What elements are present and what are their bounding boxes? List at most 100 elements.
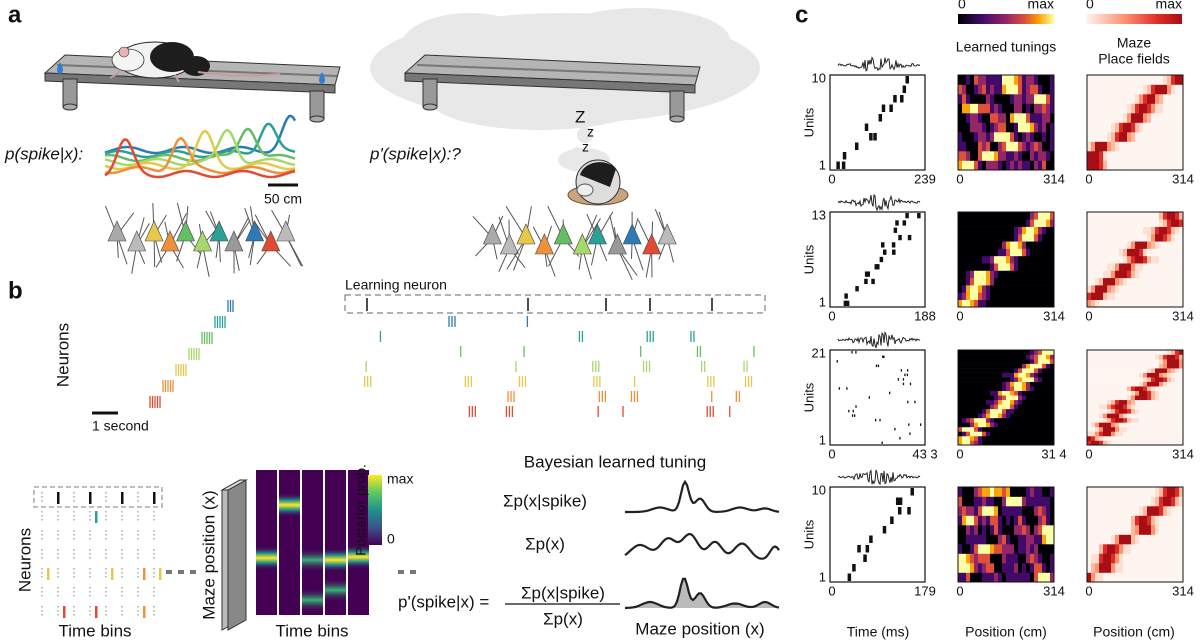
place-cell [1139,103,1144,114]
place-cell [1167,381,1172,387]
place-cell [1111,563,1116,573]
spike [902,378,905,381]
tuning-cell [1018,354,1023,360]
tuning-cell [974,386,979,392]
tuning-cell [990,233,995,242]
tuning-cell [1002,386,1007,392]
tuning-cell [986,75,991,85]
place-cell [1179,226,1184,235]
tuning-cell [1010,255,1015,264]
place-cell [1095,377,1100,382]
tuning-cell [1014,544,1019,554]
place-cell [1171,399,1176,405]
place-cell [1131,94,1136,104]
spike [845,300,850,306]
place-cell [1103,354,1108,360]
place-cell [1151,386,1156,392]
place-cell [1163,113,1168,123]
place-cell [1147,563,1152,573]
tuning-cell [966,563,971,573]
tuning-cell [1026,151,1031,161]
tuning-cell [970,292,975,300]
place-cell [1179,151,1184,161]
tuning-cell [986,372,991,378]
place-cell [1139,122,1144,133]
tuning-cell [1042,404,1047,410]
tuning-cell [998,292,1003,300]
place-cell [1099,270,1104,279]
place-cell [1143,113,1148,123]
place-cell [1175,553,1180,564]
spike [882,526,887,534]
tuning-cell [966,553,971,564]
colorbar [368,475,382,545]
tuning-cell [998,363,1003,369]
place-cell [1095,354,1100,360]
spike [868,396,870,399]
place-cell [1159,292,1164,300]
place-cell [1135,212,1140,220]
y-tick-label: 1 [819,294,826,309]
tuning-cell [990,426,995,432]
tuning-cell [1022,572,1027,583]
tuning-cell [1022,377,1027,382]
place-cell [1111,440,1116,446]
place-cell [1143,563,1148,573]
tuning-cell [990,292,995,300]
place-cell [1171,94,1176,104]
tuning-cell [1038,422,1043,428]
spike [852,564,856,572]
tuning-cell [1018,233,1023,242]
tuning-cell [1002,435,1007,441]
place-cell [1115,572,1120,583]
tuning-cell [1014,354,1019,360]
place-cell [1111,390,1116,396]
place-cell [1143,413,1148,419]
tuning-cell [966,263,971,271]
tuning-cell [1050,94,1055,104]
tuning-cell [1006,299,1011,308]
place-cell [1179,422,1184,428]
tuning-cell [962,572,967,583]
place-cell [1131,440,1136,446]
tuning-cell [958,212,963,220]
place-cell [1179,299,1184,308]
tuning-cell [1050,363,1055,369]
place-cell [1135,553,1140,564]
tuning-cell [962,285,967,293]
tuning-cell [966,426,971,432]
place-cell [1175,372,1180,378]
place-cell [1111,277,1116,286]
tuning-cell [1010,160,1015,171]
tuning-cell [994,75,999,85]
place-cell [1119,399,1124,405]
spike [898,497,903,505]
tuning-cell [962,94,967,104]
tuning-cell [982,255,987,264]
place-cell [1107,132,1112,142]
place-cell [1119,422,1124,428]
tuning-cell [1010,413,1015,419]
tuning-cell [970,368,975,373]
tuning-cell [966,572,971,583]
place-cell [1175,270,1180,279]
place-cell [1135,534,1140,545]
place-cell [1091,399,1096,405]
tuning-cell [990,160,995,171]
place-cell [1123,113,1128,123]
tuning-cell [1030,381,1035,387]
place-cell [1175,363,1180,369]
tuning-cell [1010,399,1015,405]
place-cell [1147,299,1152,308]
place-cell [1155,255,1160,264]
tuning-cell [982,219,987,227]
tuning-cell [986,160,991,171]
tuning-cell [1002,248,1007,257]
place-cell [1127,372,1132,378]
place-cell [1163,440,1168,446]
place-cell [1175,404,1180,410]
place-cell [1107,350,1112,355]
place-cell [1151,359,1156,364]
x-tick-label: 0 [1085,446,1092,461]
tuning-cell [998,350,1003,355]
